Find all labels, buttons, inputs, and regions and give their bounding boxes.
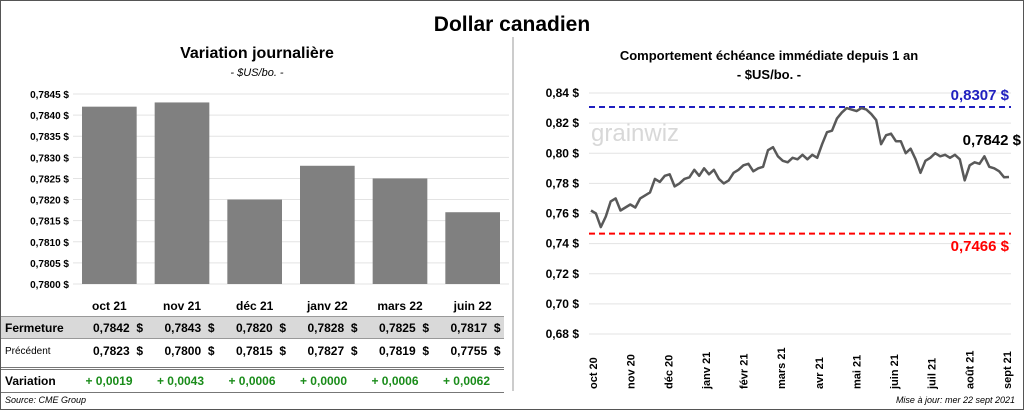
bar-y-tick-label: 0,7810 $ xyxy=(30,238,69,249)
bar-chart-subtitle: - $US/bo. - xyxy=(230,67,284,79)
low-label: 0,7466 $ xyxy=(951,238,1010,255)
line-x-tick-label: oct 20 xyxy=(588,357,600,389)
line-y-tick-label: 0,68 $ xyxy=(546,327,580,341)
line-x-tick-label: déc 20 xyxy=(663,355,675,389)
line-x-tick-label: mars 21 xyxy=(776,347,788,389)
line-x-tick-label: août 21 xyxy=(964,350,976,389)
line-y-tick-label: 0,80 $ xyxy=(546,146,580,160)
table-cell: 0,7828 $ xyxy=(307,321,358,335)
table-cell: + 0,0043 xyxy=(156,374,205,388)
line-y-tick-label: 0,76 $ xyxy=(546,207,580,221)
table-cell: + 0,0006 xyxy=(228,374,276,388)
table-cell: 0,7819 $ xyxy=(378,344,429,358)
line-x-tick-label: mai 21 xyxy=(851,355,863,389)
last-value-label: 0,7842 $ xyxy=(963,132,1022,149)
bar-category-label: mars 22 xyxy=(377,299,423,313)
main-title: Dollar canadien xyxy=(433,13,591,36)
bar-y-tick-label: 0,7800 $ xyxy=(30,280,69,291)
bar-y-tick-label: 0,7825 $ xyxy=(30,174,69,185)
bar-3 xyxy=(300,165,355,284)
bar-category-label: oct 21 xyxy=(92,299,127,313)
line-chart-subtitle: - $US/bo. - xyxy=(736,67,802,82)
bar-1 xyxy=(154,102,210,284)
table-cell: + 0,0000 xyxy=(299,374,348,388)
table-cell: + 0,0019 xyxy=(85,374,133,388)
table-cell: 0,7843 $ xyxy=(164,321,215,335)
table-cell: 0,7842 $ xyxy=(92,321,143,335)
line-x-tick-label: févr 21 xyxy=(739,354,751,389)
line-y-tick-label: 0,74 $ xyxy=(546,237,580,251)
bar-y-tick-label: 0,7805 $ xyxy=(30,259,69,270)
line-y-tick-label: 0,82 $ xyxy=(546,116,580,130)
line-x-tick-label: juil 21 xyxy=(927,358,939,390)
table-cell: 0,7825 $ xyxy=(378,321,429,335)
line-y-tick-label: 0,70 $ xyxy=(546,297,580,311)
bar-y-tick-label: 0,7835 $ xyxy=(30,132,69,143)
line-chart-title: Comportement échéance immédiate depuis 1… xyxy=(619,48,919,63)
table-cell: 0,7820 $ xyxy=(235,321,286,335)
table-cell: 0,7827 $ xyxy=(307,344,358,358)
bar-y-tick-label: 0,7840 $ xyxy=(30,111,69,122)
update-note: Mise à jour: mer 22 sept 2021 xyxy=(895,395,1015,405)
bar-y-tick-label: 0,7815 $ xyxy=(30,217,69,228)
bar-y-tick-label: 0,7845 $ xyxy=(30,90,69,101)
table-cell: 0,7815 $ xyxy=(235,344,286,358)
table-cell: 0,7800 $ xyxy=(164,344,215,358)
bar-y-tick-label: 0,7830 $ xyxy=(30,153,69,164)
table-row-fermeture: Fermeture 0,7842 $ 0,7843 $ 0,7820 $ 0,7828 … xyxy=(1,316,504,339)
high-label: 0,8307 $ xyxy=(951,87,1010,104)
bar-4 xyxy=(372,178,428,284)
bar-category-label: déc 21 xyxy=(236,299,274,313)
source-note: Source: CME Group xyxy=(5,395,87,405)
line-y-tick-label: 0,84 $ xyxy=(546,86,580,100)
bar-y-tick-label: 0,7820 $ xyxy=(30,196,69,207)
table-row-variation: Variation + 0,0019 + 0,0043 + 0,0006 + 0,000… xyxy=(1,367,504,393)
table-cell: 0,7755 $ xyxy=(450,344,501,358)
bar-category-label: janv 22 xyxy=(306,299,348,313)
bar-5 xyxy=(445,212,500,284)
table-cell: 0,7823 $ xyxy=(92,344,143,358)
row-label: Variation xyxy=(5,374,56,388)
row-label: Précédent xyxy=(5,346,51,357)
bar-0 xyxy=(82,106,137,285)
bar-category-label: juin 22 xyxy=(453,299,492,313)
table-cell: 0,7817 $ xyxy=(450,321,501,335)
bar-chart-title: Variation journalière xyxy=(180,45,334,62)
row-label: Fermeture xyxy=(5,321,64,335)
line-x-tick-label: juin 21 xyxy=(889,354,901,390)
line-y-tick-label: 0,72 $ xyxy=(546,267,580,281)
line-x-tick-label: nov 20 xyxy=(626,354,638,389)
bar-2 xyxy=(227,199,282,284)
table-row-precedent: Précédent 0,7823 $ 0,7800 $ 0,7815 $ 0,7827 … xyxy=(1,340,504,363)
table-cell: + 0,0006 xyxy=(371,374,419,388)
line-x-tick-label: sept 21 xyxy=(1002,351,1014,389)
line-x-tick-label: avr 21 xyxy=(814,357,826,389)
watermark-logo: grainwiz xyxy=(591,120,679,147)
line-y-tick-label: 0,78 $ xyxy=(546,176,580,190)
table-cell: + 0,0062 xyxy=(442,374,491,388)
bar-category-label: nov 21 xyxy=(163,299,201,313)
line-x-tick-label: janv 21 xyxy=(701,352,713,390)
price-line xyxy=(590,106,1010,229)
